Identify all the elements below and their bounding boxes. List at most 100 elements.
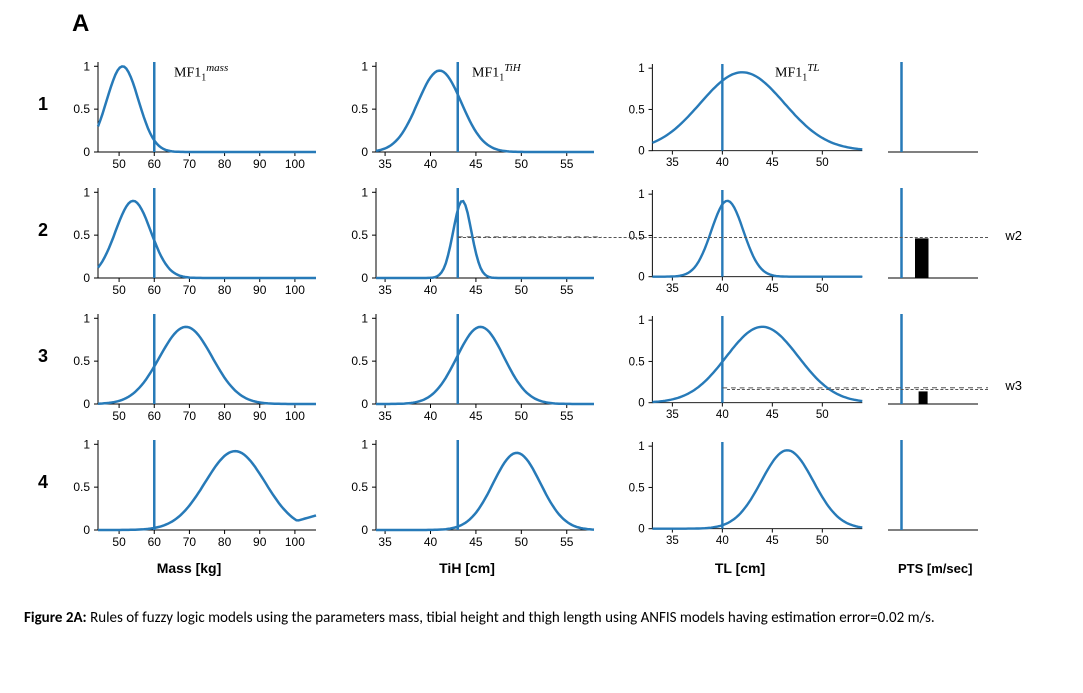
svg-text:100: 100	[285, 409, 305, 423]
svg-text:0.5: 0.5	[629, 104, 645, 116]
svg-text:100: 100	[285, 283, 305, 297]
svg-text:50: 50	[816, 409, 829, 421]
svg-text:35: 35	[378, 535, 392, 549]
svg-text:45: 45	[469, 535, 483, 549]
svg-text:0: 0	[83, 397, 90, 411]
svg-text:45: 45	[766, 157, 779, 169]
svg-text:0.5: 0.5	[73, 480, 90, 494]
caption-bold: Figure 2A:	[24, 609, 87, 627]
svg-text:1: 1	[83, 311, 90, 325]
svg-text:80: 80	[218, 157, 232, 171]
svg-text:90: 90	[253, 535, 267, 549]
cell-tl-4: 00.5135404550TL [cm]	[610, 432, 870, 558]
row-2: 200.51506070809010000.51354045505500.513…	[24, 180, 1064, 306]
svg-text:1: 1	[638, 441, 644, 453]
subplot-tih-4: 00.513540455055	[332, 432, 602, 558]
svg-text:1: 1	[83, 185, 90, 199]
svg-text:1: 1	[361, 311, 368, 325]
output-col-2: w2	[878, 180, 1018, 306]
xlabel-tl: TL [cm]	[610, 560, 870, 576]
svg-text:0: 0	[361, 397, 368, 411]
cell-tih-1: 00.513540455055MF11TiH	[332, 54, 602, 180]
svg-text:40: 40	[424, 283, 438, 297]
svg-text:1: 1	[83, 437, 90, 451]
svg-text:50: 50	[515, 283, 529, 297]
row-3: 300.51506070809010000.51354045505500.513…	[24, 306, 1064, 432]
output-panel-4	[878, 432, 988, 558]
svg-text:50: 50	[515, 535, 529, 549]
svg-text:35: 35	[378, 283, 392, 297]
subplot-mass-3: 00.515060708090100	[54, 306, 324, 432]
cell-tih-2: 00.513540455055	[332, 180, 602, 306]
cell-tl-2: 00.5135404550	[610, 180, 870, 306]
svg-text:50: 50	[112, 409, 126, 423]
row-label-2: 2	[24, 180, 54, 241]
figure-caption: Figure 2A: Rules of fuzzy logic models u…	[24, 608, 1044, 630]
svg-text:50: 50	[112, 535, 126, 549]
subplot-tih-2: 00.513540455055	[332, 180, 602, 306]
cell-mass-4: 00.515060708090100Mass [kg]	[54, 432, 324, 558]
cell-tl-1: 00.5135404550MF11TL	[610, 54, 870, 180]
row-4: 400.515060708090100Mass [kg]00.513540455…	[24, 432, 1064, 558]
svg-text:40: 40	[716, 157, 729, 169]
svg-text:45: 45	[469, 157, 483, 171]
svg-text:0.5: 0.5	[629, 482, 645, 494]
row-label-3: 3	[24, 306, 54, 367]
svg-text:100: 100	[285, 535, 305, 549]
cell-mass-1: 00.515060708090100MF11mass	[54, 54, 324, 180]
row-label-1: 1	[24, 54, 54, 115]
output-panel-2	[878, 180, 988, 306]
svg-text:55: 55	[560, 157, 574, 171]
subplot-tih-3: 00.513540455055	[332, 306, 602, 432]
caption-text: Rules of fuzzy logic models using the pa…	[87, 609, 935, 627]
svg-text:50: 50	[816, 283, 829, 295]
svg-text:45: 45	[766, 535, 779, 547]
subplot-tih-1: 00.513540455055	[332, 54, 602, 180]
svg-text:1: 1	[361, 437, 368, 451]
svg-text:40: 40	[716, 535, 729, 547]
output-col-4: PTS [m/sec]	[878, 432, 1018, 558]
svg-text:0.5: 0.5	[73, 102, 90, 116]
svg-text:0.5: 0.5	[351, 354, 368, 368]
svg-text:0.5: 0.5	[351, 480, 368, 494]
cell-tih-3: 00.513540455055	[332, 306, 602, 432]
svg-text:80: 80	[218, 409, 232, 423]
svg-text:0: 0	[638, 146, 644, 158]
svg-text:60: 60	[148, 535, 162, 549]
svg-text:0: 0	[361, 271, 368, 285]
xlabel-pts: PTS [m/sec]	[898, 561, 1058, 576]
svg-text:50: 50	[112, 157, 126, 171]
svg-text:40: 40	[424, 535, 438, 549]
svg-text:1: 1	[638, 189, 644, 201]
mf-label-mass: MF11mass	[174, 62, 228, 83]
svg-text:45: 45	[469, 409, 483, 423]
mf-label-tl: MF11TL	[775, 62, 819, 83]
wlabel-w3: w3	[1005, 378, 1022, 393]
svg-text:60: 60	[148, 409, 162, 423]
subplot-grid: 100.515060708090100MF11mass00.5135404550…	[24, 54, 1064, 558]
wlabel-w2: w2	[1005, 228, 1022, 243]
subplot-tl-3: 00.5135404550	[610, 306, 870, 432]
svg-text:60: 60	[148, 283, 162, 297]
svg-text:55: 55	[560, 535, 574, 549]
svg-text:80: 80	[218, 535, 232, 549]
svg-text:0.5: 0.5	[629, 356, 645, 368]
svg-text:35: 35	[666, 409, 679, 421]
output-col-1	[878, 54, 1018, 180]
svg-text:0.5: 0.5	[629, 230, 645, 242]
xlabel-mass: Mass [kg]	[54, 560, 324, 576]
mf-label-tih: MF11TiH	[472, 62, 521, 83]
svg-text:0: 0	[83, 523, 90, 537]
subplot-tl-1: 00.5135404550	[610, 54, 870, 180]
svg-text:0.5: 0.5	[351, 102, 368, 116]
subplot-tl-2: 00.5135404550	[610, 180, 870, 306]
svg-text:45: 45	[766, 283, 779, 295]
svg-text:35: 35	[666, 535, 679, 547]
svg-text:40: 40	[424, 157, 438, 171]
svg-text:1: 1	[361, 59, 368, 73]
svg-text:90: 90	[253, 409, 267, 423]
svg-text:50: 50	[515, 157, 529, 171]
svg-text:70: 70	[183, 409, 197, 423]
svg-text:90: 90	[253, 283, 267, 297]
svg-text:1: 1	[638, 315, 644, 327]
